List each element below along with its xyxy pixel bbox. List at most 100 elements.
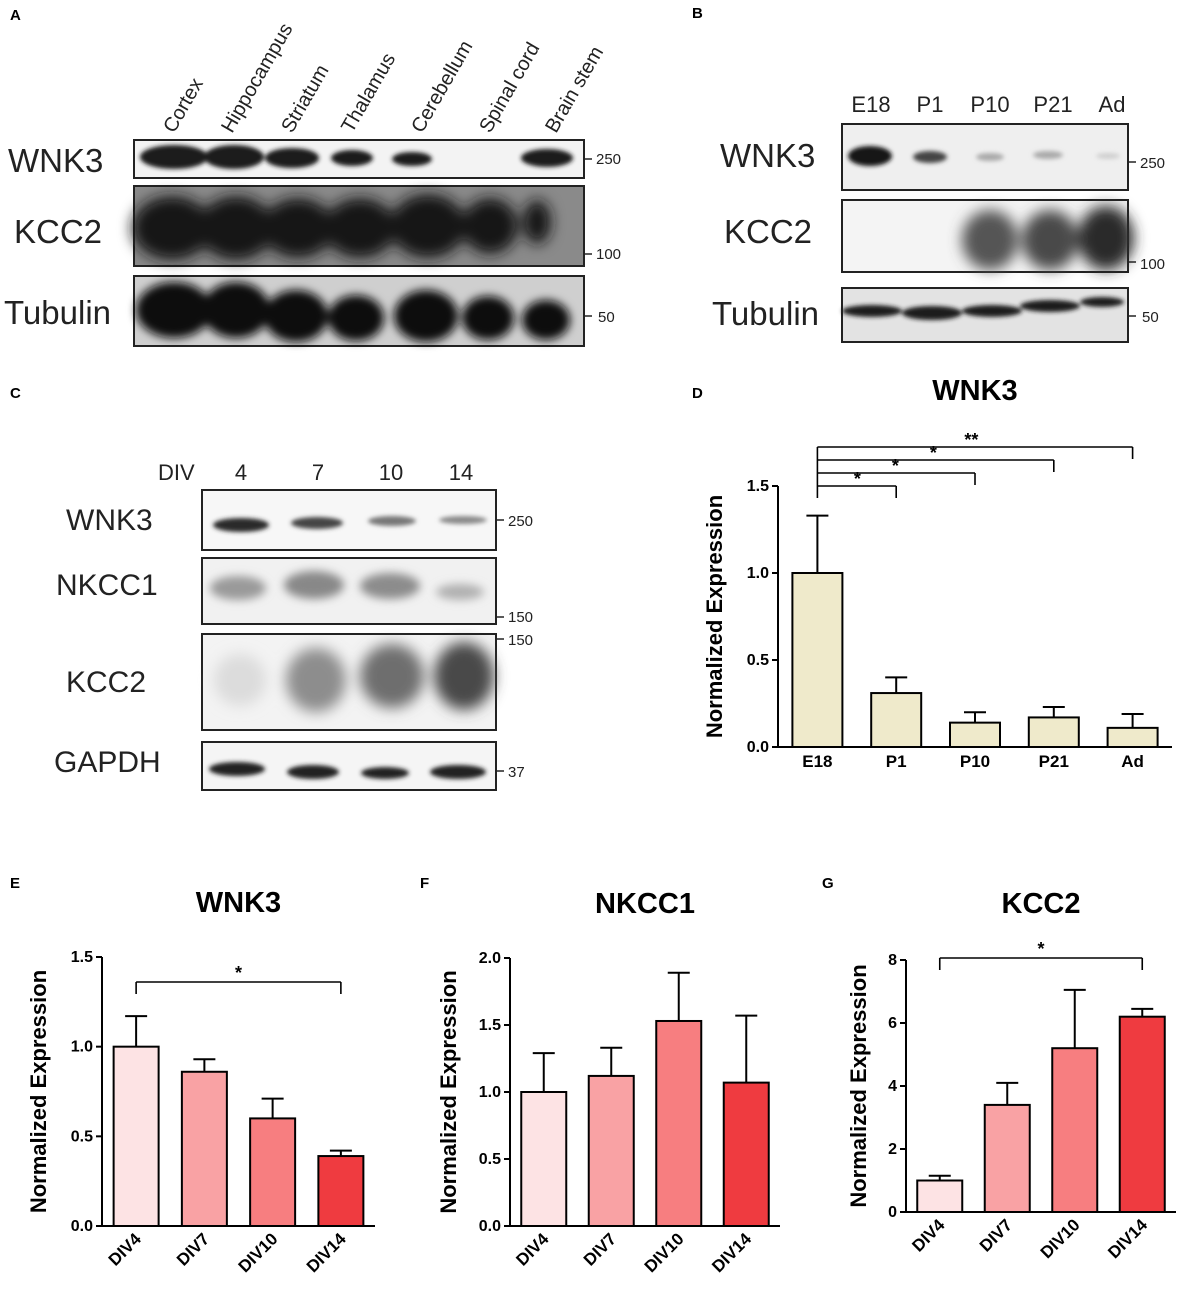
blot-band (209, 762, 265, 776)
blot-band (848, 146, 892, 166)
blot-band (962, 210, 1018, 270)
blot-band (1020, 300, 1080, 312)
lane-label: Cortex (159, 74, 208, 136)
blot-band (198, 196, 274, 260)
bar (1027, 716, 1080, 748)
blot-band (262, 198, 334, 258)
bar (870, 692, 923, 748)
blot-band (324, 198, 396, 258)
lane-label: P10 (970, 92, 1009, 117)
lane-label: 4 (235, 460, 247, 485)
bar (249, 1117, 297, 1228)
x-tick-label: DIV7 (580, 1229, 620, 1269)
bar (180, 1070, 228, 1227)
panel-c-label: C (10, 385, 21, 402)
bar (791, 572, 844, 748)
bar (1118, 1015, 1166, 1214)
y-tick-label: 0.0 (71, 1218, 93, 1235)
y-tick-label: 6 (888, 1015, 897, 1032)
lane-label: Ad (1099, 92, 1126, 117)
blot-band (962, 305, 1022, 317)
chart-title: WNK3 (932, 375, 1017, 407)
mw-marker: 150 (508, 632, 533, 649)
blot-band (439, 516, 487, 524)
significance-marker: * (1037, 939, 1044, 959)
panel-d-label: D (692, 385, 703, 402)
y-tick-label: 0.5 (747, 652, 769, 669)
blot-band (1078, 206, 1134, 270)
y-axis-label: Normalized Expression (702, 495, 727, 738)
blot-row-label: KCC2 (724, 213, 812, 250)
mw-marker: 50 (1142, 309, 1159, 326)
significance-marker: * (892, 456, 899, 476)
x-tick-label: DIV14 (1104, 1215, 1151, 1262)
blot-band (436, 584, 484, 600)
blot-band (204, 145, 264, 169)
mw-marker: 100 (1140, 256, 1165, 273)
blot-band (360, 644, 424, 708)
blot-row-label: GAPDH (54, 746, 161, 779)
y-axis-label: Normalized Expression (436, 970, 461, 1213)
blot-band (287, 765, 339, 779)
mw-marker: 250 (596, 151, 621, 168)
chart-e: WNK3 Normalized Expression 0.0 0.5 1.0 1.5 DIV… (26, 887, 375, 1276)
x-tick-label: DIV4 (105, 1229, 146, 1270)
x-tick-label: DIV10 (641, 1229, 688, 1276)
tubulin-bands (842, 297, 1124, 320)
blot-band (331, 150, 373, 166)
blot-band (521, 149, 573, 167)
kcc2-bands (962, 206, 1134, 270)
x-tick-label: DIV14 (303, 1229, 350, 1276)
mw-marker: 250 (508, 513, 533, 530)
blot-band (213, 518, 269, 532)
lane-label: Striatum (277, 61, 333, 136)
kcc2-bands (132, 194, 551, 260)
x-tick-label: DIV4 (908, 1215, 949, 1256)
wnk3-bands (140, 145, 573, 169)
blot-band (1022, 210, 1078, 270)
bar (317, 1155, 365, 1228)
x-tick-label: DIV7 (976, 1215, 1016, 1255)
blot-row-label: WNK3 (66, 504, 153, 537)
bar (587, 1074, 635, 1228)
chart-g: KCC2 Normalized Expression 0 2 4 6 8 DIV4 DIV7 DI… (846, 888, 1176, 1262)
x-tick-label: P1 (886, 752, 907, 771)
blot-row-label: WNK3 (720, 137, 815, 174)
x-tick-label: E18 (802, 752, 832, 771)
blot-row-label: WNK3 (8, 142, 103, 179)
blot-band (328, 295, 384, 341)
blot-band (291, 517, 343, 529)
blot-band (1033, 151, 1063, 159)
blot-band (462, 198, 518, 254)
blot-row-label: KCC2 (66, 666, 146, 699)
mw-marker: 250 (1140, 155, 1165, 172)
y-axis-label: Normalized Expression (846, 964, 871, 1207)
panel-f-label: F (420, 875, 429, 892)
blot-band (132, 196, 212, 260)
chart-title: KCC2 (1002, 888, 1081, 920)
x-tick-label: DIV10 (235, 1229, 282, 1276)
lane-label: 7 (312, 460, 324, 485)
blot-band (522, 300, 570, 340)
y-tick-label: 1.5 (71, 949, 93, 966)
blot-band (462, 296, 514, 340)
y-tick-label: 2.0 (479, 950, 501, 967)
panel-c-blot: DIV 4 7 10 14 WNK3 NKCC1 KCC2 GAPDH 250 … (54, 460, 533, 791)
mw-marker: 50 (598, 309, 615, 326)
bar (520, 1091, 568, 1227)
bar (112, 1045, 160, 1227)
chart-title: NKCC1 (595, 888, 695, 920)
lane-label: Spinal cord (475, 39, 544, 137)
blot-band (1080, 297, 1124, 307)
mw-marker: 100 (596, 246, 621, 263)
panel-b-label: B (692, 5, 703, 22)
y-axis-label: Normalized Expression (26, 970, 51, 1213)
blot-row-label: Tubulin (712, 295, 819, 332)
blot-band (202, 282, 270, 338)
mw-marker: 150 (508, 609, 533, 626)
y-tick-label: 0 (888, 1204, 897, 1221)
lane-label: 14 (449, 460, 473, 485)
panel-a-label: A (10, 7, 21, 24)
lane-label: Cerebellum (407, 37, 477, 137)
